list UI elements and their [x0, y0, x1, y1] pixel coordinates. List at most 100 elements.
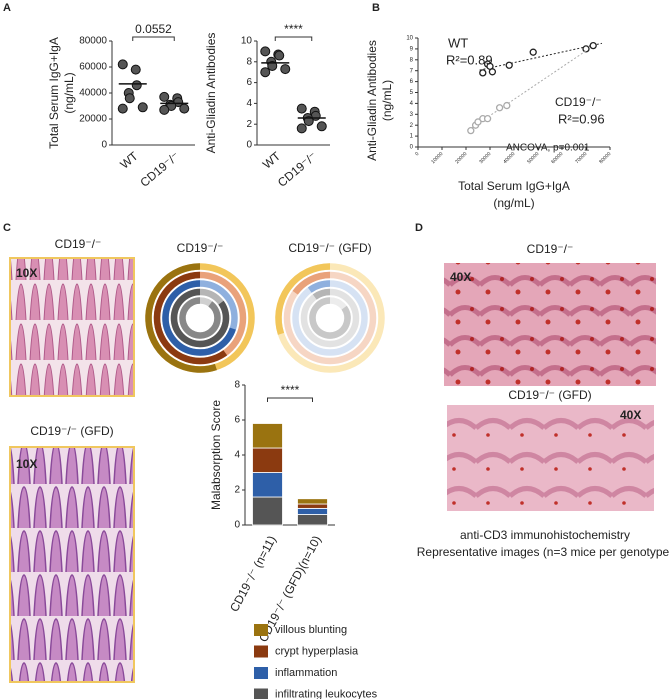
image-caption: CD19⁻/⁻: [527, 242, 574, 256]
data-point: [124, 93, 135, 104]
magnification: 10X: [16, 266, 37, 280]
x-tick-label: 30000: [478, 151, 492, 165]
y-tick-label: 3: [410, 112, 414, 118]
y-tick-label: 0: [234, 520, 240, 531]
y-axis-label: (ng/mL): [380, 80, 394, 121]
bar-segment: [252, 472, 283, 498]
data-point: [303, 116, 314, 127]
y-tick-label: 5: [410, 90, 414, 96]
y-tick-label: 1: [410, 134, 414, 140]
legend-label: infiltrating leukocytes: [275, 688, 378, 699]
y-tick-label: 80000: [79, 36, 107, 47]
note: anti-CD3 immunohistochemistry: [460, 528, 630, 542]
y-tick-label: 2: [410, 123, 414, 129]
ring-arc: [307, 280, 331, 293]
legend-label: villous blunting: [275, 624, 347, 636]
legend-label: crypt hyperplasia: [275, 645, 359, 657]
y-axis-label: Malabsorption Score: [209, 400, 223, 510]
y-tick-label: 6: [246, 77, 252, 88]
data-point: [495, 104, 504, 112]
bar-segment: [297, 514, 328, 526]
fit-line: [479, 42, 603, 71]
data-point: [131, 80, 142, 91]
data-point: [296, 103, 307, 114]
significance-bracket: [267, 397, 313, 402]
legend-swatch: [254, 645, 268, 658]
annotation: R²=0.96: [558, 111, 605, 126]
ihc-image: [447, 405, 654, 511]
panel-letter: D: [415, 222, 423, 234]
x-axis-label: (ng/mL): [493, 196, 534, 210]
histology-image: [9, 446, 135, 683]
x-tick-label: CD19⁻/⁻ (n=11): [227, 533, 279, 614]
x-tick-label: CD19⁻/⁻: [275, 149, 320, 190]
x-tick-label: 10000: [430, 151, 444, 165]
ring-arc: [312, 288, 331, 300]
legend-swatch: [254, 667, 268, 679]
x-tick-label: WT: [117, 149, 141, 172]
y-axis-label: Anti-Gliadin Antibodies: [365, 40, 379, 161]
x-tick-label: CD19⁻/⁻: [137, 149, 182, 190]
y-tick-label: 4: [410, 101, 414, 107]
ring-arc: [145, 263, 217, 373]
note: Representative images (n=3 mice per geno…: [417, 545, 669, 559]
image-caption: CD19⁻/⁻ (GFD): [508, 388, 591, 402]
legend-label: CD19⁻/⁻: [555, 95, 602, 109]
significance-bracket: [274, 36, 313, 41]
legend-swatch: [254, 688, 268, 699]
x-tick-label: 80000: [598, 151, 612, 165]
y-tick-label: 6: [410, 79, 414, 85]
y-tick-label: 10: [406, 36, 413, 42]
ring-title: CD19⁻/⁻ (GFD): [288, 241, 371, 255]
ring-arc: [170, 288, 230, 348]
y-tick-label: 4: [234, 450, 240, 461]
data-point: [274, 50, 285, 61]
legend-label: WT: [448, 35, 468, 50]
data-point: [505, 61, 513, 69]
annotation: ANCOVA, p=0.001: [506, 143, 590, 154]
y-tick-label: 7: [410, 68, 414, 74]
panel-letter: A: [3, 2, 11, 14]
bar-segment: [252, 447, 283, 473]
y-tick-label: 4: [246, 98, 252, 109]
image-caption: CD19⁻/⁻ (GFD): [30, 424, 113, 438]
data-point: [589, 41, 597, 50]
y-tick-label: 0: [246, 140, 252, 151]
y-tick-label: 20000: [79, 114, 107, 125]
y-tick-label: 6: [234, 415, 240, 426]
significance-bracket: [132, 36, 175, 41]
data-point: [483, 115, 492, 123]
data-point: [260, 46, 271, 57]
ring-arc: [292, 271, 331, 295]
y-tick-label: 2: [246, 119, 252, 130]
magnification: 40X: [620, 408, 641, 422]
y-tick-label: 40000: [79, 88, 107, 99]
data-point: [260, 67, 271, 78]
y-tick-label: 8: [246, 56, 252, 67]
histology-image: [9, 257, 135, 397]
data-point: [479, 69, 487, 77]
data-point: [159, 104, 170, 115]
data-point: [529, 48, 537, 56]
bar-segment: [297, 507, 328, 515]
bar-segment: [252, 496, 283, 526]
y-axis-label: Total Serum IgG+IgA: [47, 37, 61, 149]
data-point: [296, 123, 307, 134]
data-point: [117, 59, 128, 70]
y-tick-label: 2: [234, 485, 240, 496]
y-tick-label: 0: [410, 145, 414, 151]
ring-arc: [153, 271, 228, 365]
y-tick-label: 9: [410, 46, 414, 52]
data-point: [488, 68, 497, 76]
data-point: [467, 126, 475, 135]
data-point: [582, 45, 590, 53]
x-tick-label: 20000: [454, 151, 468, 165]
data-point: [280, 64, 291, 75]
data-point: [179, 103, 190, 114]
y-tick-label: 8: [410, 57, 414, 63]
y-axis-label: (ng/mL): [62, 72, 76, 113]
data-point: [130, 64, 141, 75]
y-tick-label: 10: [241, 36, 253, 47]
x-tick-label: WT: [260, 149, 284, 172]
